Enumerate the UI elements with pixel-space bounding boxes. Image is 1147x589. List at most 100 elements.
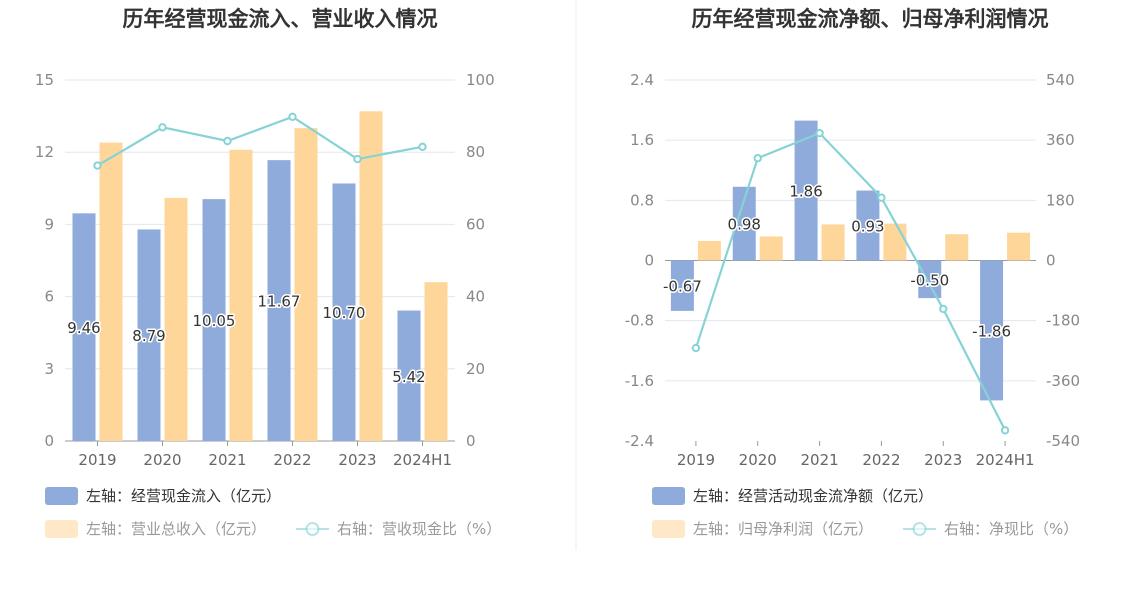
ratio-point — [158, 123, 167, 132]
bar-secondary — [294, 128, 318, 441]
bar-primary — [794, 120, 818, 261]
left-axis-tick-label: 12 — [35, 143, 54, 161]
bar-secondary — [821, 224, 845, 261]
x-axis-tick-label: 2021 — [800, 451, 838, 469]
left-axis-tick-label: 0 — [44, 432, 54, 450]
right-axis-tick-label: 0 — [1046, 252, 1056, 270]
legend-point-icon — [912, 522, 927, 536]
bar-data-label: 11.67 — [258, 293, 301, 311]
bar-data-label: 8.79 — [132, 327, 165, 345]
left-axis-tick-label: 6 — [44, 288, 54, 306]
x-axis-tick-label: 2020 — [739, 451, 777, 469]
left-axis-tick-label: 9 — [44, 215, 54, 233]
ratio-point — [753, 154, 762, 163]
bar-data-label: 0.93 — [851, 218, 884, 236]
ratio-point — [1000, 426, 1010, 435]
ratio-point — [939, 304, 948, 314]
left-axis-tick-label: 1.6 — [630, 131, 654, 149]
right-axis-tick-label: 60 — [466, 215, 485, 233]
bar-secondary — [759, 236, 783, 261]
x-axis-tick-label: 2023 — [338, 451, 376, 469]
bar-primary — [918, 260, 942, 299]
right-axis-tick-label: 0 — [466, 432, 476, 450]
legend-label: 右轴：营收现金比（%） — [337, 520, 501, 538]
ratio-point — [288, 112, 297, 122]
chart-cash-inflow-revenue: 历年经营现金流入、营业收入情况 0 0 3 20 6 40 9 60 12 80 15 100 2019 2… — [35, 7, 501, 538]
left-axis-tick-label: -1.6 — [625, 372, 654, 390]
bar-data-label: 5.42 — [392, 368, 425, 386]
right-axis-tick-label: 40 — [466, 288, 485, 306]
bar-primary — [397, 310, 421, 441]
bar-secondary — [697, 240, 721, 261]
bar-secondary — [164, 197, 188, 441]
ratio-line — [694, 131, 1007, 431]
right-axis-tick-label: 80 — [466, 143, 485, 161]
x-axis-tick-label: 2019 — [78, 451, 116, 469]
legend-swatch-secondary — [652, 520, 685, 538]
bar-data-label: 10.05 — [193, 312, 236, 330]
legend-label: 左轴：归母净利润（亿元） — [693, 520, 873, 538]
bar-secondary — [1007, 232, 1031, 261]
bar-primary — [856, 190, 880, 261]
left-axis-tick-label: -2.4 — [625, 432, 654, 450]
legend-label: 左轴：营业总收入（亿元） — [86, 520, 266, 538]
bar-data-label: 0.98 — [728, 216, 761, 234]
legend-label: 右轴：净现比（%） — [944, 520, 1078, 538]
ratio-point — [877, 193, 886, 202]
bar-secondary — [359, 111, 383, 441]
ratio-point — [223, 136, 232, 146]
ratio-point — [815, 128, 824, 138]
bar-data-label: -1.86 — [972, 322, 1011, 340]
x-axis-tick-label: 2020 — [143, 451, 181, 469]
bar-secondary — [883, 223, 907, 261]
legend-swatch-primary — [45, 487, 78, 505]
left-axis-tick-label: 15 — [35, 71, 54, 89]
right-axis-tick-label: -360 — [1046, 372, 1080, 390]
bar-primary — [732, 186, 756, 261]
bar-data-label: -0.67 — [663, 278, 702, 296]
bar-primary — [72, 213, 96, 441]
chart-net-cash-net-profit: 历年经营现金流净额、归母净利润情况 -2.4 -540 -1.6 -360 -0.8 -18… — [625, 7, 1080, 538]
left-axis-tick-label: 0.8 — [630, 191, 654, 209]
x-axis-tick-label: 2024H1 — [393, 451, 452, 469]
legend-label: 左轴：经营活动现金流净额（亿元） — [693, 487, 933, 505]
right-axis-tick-label: 360 — [1046, 131, 1075, 149]
x-axis-tick-label: 2024H1 — [976, 451, 1035, 469]
chart-title: 历年经营现金流入、营业收入情况 — [123, 7, 438, 31]
x-axis-tick-label: 2022 — [273, 451, 311, 469]
bar-data-label: -0.50 — [910, 271, 949, 289]
legend-point-icon — [305, 522, 320, 536]
ratio-point — [418, 142, 427, 151]
bar-primary — [137, 229, 161, 441]
bar-secondary — [424, 282, 448, 441]
bar-primary — [670, 260, 694, 311]
right-axis-tick-label: 100 — [466, 71, 495, 89]
bar-secondary — [229, 149, 253, 441]
left-axis-tick-label: 0 — [644, 252, 654, 270]
x-axis-tick-label: 2023 — [924, 451, 962, 469]
x-axis-tick-label: 2019 — [677, 451, 715, 469]
right-axis-tick-label: -540 — [1046, 432, 1080, 450]
right-axis-tick-label: 180 — [1046, 191, 1075, 209]
ratio-point — [691, 343, 701, 353]
bar-primary — [332, 183, 356, 441]
x-axis-tick-label: 2021 — [208, 451, 246, 469]
left-axis-tick-label: -0.8 — [625, 312, 654, 330]
right-axis-tick-label: 20 — [466, 360, 485, 378]
legend-label: 左轴：经营现金流入（亿元） — [86, 487, 281, 505]
bar-secondary — [945, 234, 969, 261]
bar-data-label: 9.46 — [67, 319, 100, 337]
ratio-line — [96, 115, 423, 167]
chart-title: 历年经营现金流净额、归母净利润情况 — [692, 7, 1049, 31]
legend-swatch-secondary — [45, 520, 78, 538]
ratio-point — [93, 161, 102, 170]
legend-swatch-primary — [652, 487, 685, 505]
bar-secondary — [99, 142, 123, 441]
bar-primary — [202, 199, 226, 441]
ratio-point — [353, 154, 362, 164]
bar-data-label: 1.86 — [789, 183, 822, 201]
left-axis-tick-label: 3 — [44, 360, 54, 378]
bar-data-label: 10.70 — [323, 304, 366, 322]
left-axis-tick-label: 2.4 — [630, 71, 654, 89]
